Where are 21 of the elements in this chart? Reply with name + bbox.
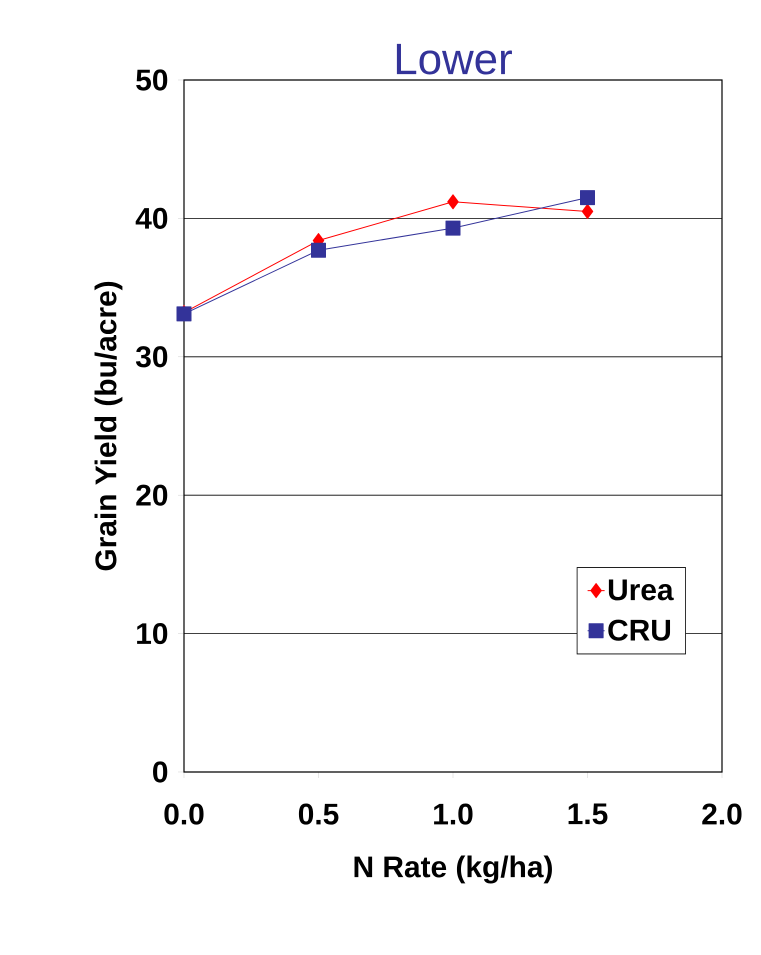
point [311, 242, 326, 258]
x-tick-label: 1.5 [568, 804, 608, 824]
x-tick-label: 0.5 [298, 804, 338, 825]
chart-title: Lower [396, 44, 512, 74]
y-tick-label: 20 [136, 484, 168, 506]
y-tick-label: 40 [136, 208, 168, 229]
point [582, 204, 594, 219]
y-tick-label: 10 [137, 623, 168, 644]
legend-label: Urea [608, 580, 674, 600]
y-tick-label: 50 [136, 69, 168, 91]
x-tick-label: 1.0 [434, 804, 473, 825]
point [447, 194, 459, 210]
point [580, 190, 595, 206]
x-tick-label: 0.0 [164, 804, 204, 825]
legend-label: CRU [608, 620, 670, 641]
x-tick-label: 2.0 [702, 804, 742, 825]
y-tick-label: 30 [136, 346, 168, 368]
x-axis-title: N Rate (kg/ha) [354, 856, 552, 884]
point [446, 220, 460, 236]
y-axis-title: Grain Yield (bu/acre) [94, 282, 122, 570]
y-tick-label: 0 [153, 761, 168, 783]
